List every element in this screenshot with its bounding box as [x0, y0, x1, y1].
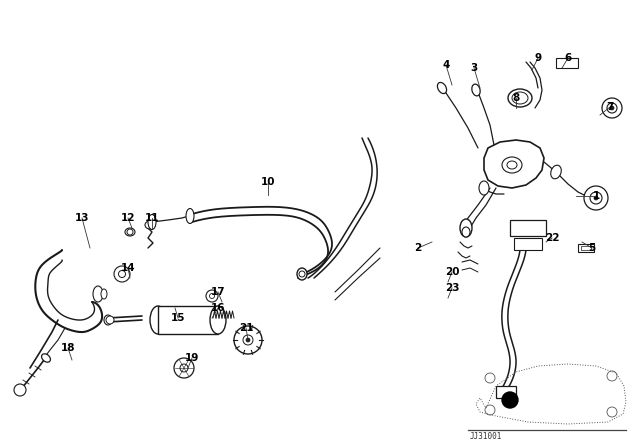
- Ellipse shape: [437, 82, 447, 94]
- Ellipse shape: [210, 306, 226, 334]
- Circle shape: [106, 316, 114, 324]
- Ellipse shape: [551, 165, 561, 179]
- Circle shape: [174, 358, 194, 378]
- Text: 9: 9: [534, 53, 541, 63]
- Ellipse shape: [101, 289, 107, 299]
- Ellipse shape: [297, 268, 307, 280]
- Ellipse shape: [180, 364, 188, 372]
- Text: 17: 17: [211, 287, 225, 297]
- Bar: [556, 58, 578, 68]
- Text: 19: 19: [185, 353, 199, 363]
- Text: JJ31001: JJ31001: [470, 432, 502, 441]
- Ellipse shape: [148, 215, 156, 229]
- Circle shape: [118, 271, 125, 277]
- Bar: [510, 220, 546, 236]
- Bar: [578, 244, 594, 252]
- Ellipse shape: [462, 227, 470, 237]
- Circle shape: [14, 384, 26, 396]
- Ellipse shape: [42, 354, 51, 362]
- Circle shape: [607, 103, 617, 113]
- Text: 8: 8: [513, 93, 520, 103]
- Text: 5: 5: [588, 243, 596, 253]
- Ellipse shape: [479, 181, 489, 195]
- Bar: [514, 238, 542, 250]
- Ellipse shape: [507, 161, 517, 169]
- Text: 4: 4: [442, 60, 450, 70]
- Text: 14: 14: [121, 263, 135, 273]
- Circle shape: [502, 392, 518, 408]
- Text: 11: 11: [145, 213, 159, 223]
- Circle shape: [610, 106, 614, 110]
- Bar: [496, 386, 516, 398]
- Ellipse shape: [186, 208, 194, 224]
- Text: 6: 6: [564, 53, 572, 63]
- Text: 21: 21: [239, 323, 253, 333]
- Circle shape: [590, 192, 602, 204]
- Circle shape: [127, 229, 133, 235]
- Ellipse shape: [472, 84, 480, 96]
- Circle shape: [485, 405, 495, 415]
- Ellipse shape: [460, 219, 472, 237]
- Ellipse shape: [93, 286, 103, 302]
- Text: 13: 13: [75, 213, 89, 223]
- Text: 20: 20: [445, 267, 460, 277]
- Circle shape: [243, 335, 253, 345]
- Ellipse shape: [125, 228, 135, 236]
- Ellipse shape: [104, 315, 112, 325]
- Circle shape: [114, 266, 130, 282]
- Text: 23: 23: [445, 283, 460, 293]
- Circle shape: [485, 373, 495, 383]
- Circle shape: [594, 196, 598, 200]
- Ellipse shape: [150, 306, 166, 334]
- Text: 2: 2: [414, 243, 422, 253]
- Circle shape: [234, 326, 262, 354]
- Circle shape: [602, 98, 622, 118]
- Text: 3: 3: [470, 63, 477, 73]
- Text: 15: 15: [171, 313, 185, 323]
- Text: 7: 7: [606, 102, 614, 112]
- Ellipse shape: [145, 221, 155, 229]
- Bar: [581, 246, 591, 250]
- Ellipse shape: [508, 89, 532, 107]
- Text: 18: 18: [61, 343, 76, 353]
- Text: 10: 10: [260, 177, 275, 187]
- Ellipse shape: [502, 157, 522, 173]
- Circle shape: [299, 271, 305, 277]
- Circle shape: [209, 293, 214, 298]
- Text: 16: 16: [211, 303, 225, 313]
- Circle shape: [607, 371, 617, 381]
- Text: 1: 1: [593, 191, 600, 201]
- Ellipse shape: [512, 92, 528, 104]
- Bar: [158, 306, 218, 334]
- Circle shape: [246, 338, 250, 342]
- Circle shape: [607, 407, 617, 417]
- Circle shape: [206, 290, 218, 302]
- Text: 22: 22: [545, 233, 559, 243]
- Circle shape: [584, 186, 608, 210]
- Text: 12: 12: [121, 213, 135, 223]
- Polygon shape: [484, 140, 544, 188]
